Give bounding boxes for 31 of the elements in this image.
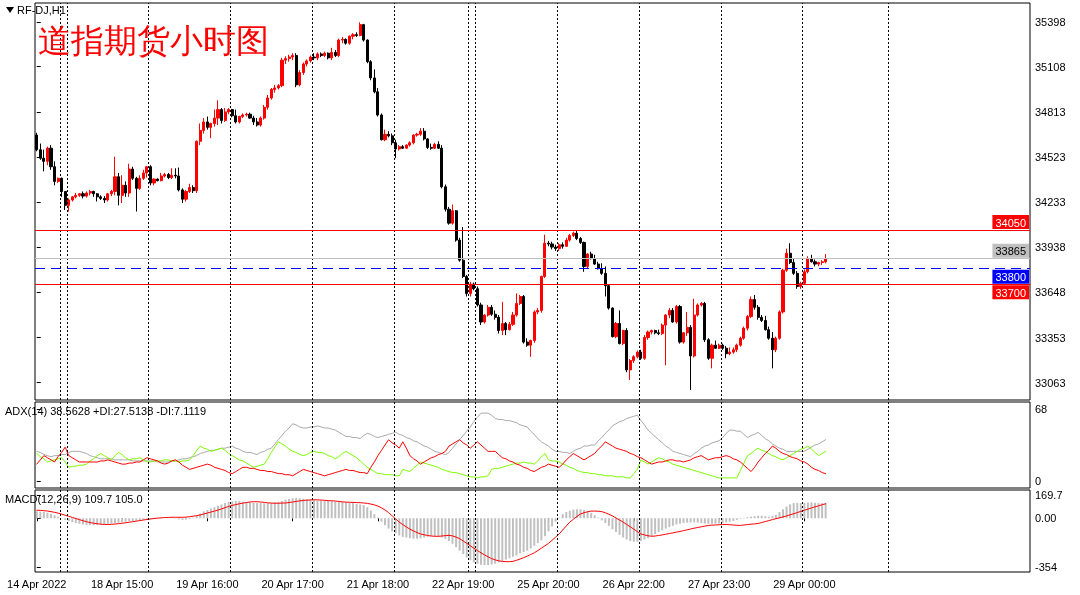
text: 道指期货小时图: [38, 21, 269, 60]
x-tick-label: 27 Apr 23:00: [687, 577, 751, 590]
x-tick-label: 14 Apr 2022: [7, 577, 67, 590]
y-tick-label: 33648: [1035, 286, 1066, 299]
y-tick-label: 33353: [1035, 331, 1066, 344]
x-tick-label: 26 Apr 22:00: [602, 577, 665, 590]
ref-line-label: 33800: [995, 271, 1026, 284]
y-tick-label: 34523: [1035, 151, 1066, 164]
ref-line-label: 33865: [995, 245, 1026, 258]
chart-subtitle: RF-DJ,H1: [17, 3, 66, 16]
y-tick-label: 35398: [1035, 15, 1066, 28]
y-tick-label: 34233: [1035, 195, 1066, 208]
x-tick-label: 25 Apr 20:00: [517, 577, 580, 590]
ref-line-label: 33700: [995, 286, 1026, 299]
y-tick-label: 169.7: [1035, 488, 1063, 501]
chart-title: MACD(12,26,9) 109.7 105.0: [5, 492, 143, 505]
y-tick-label: 0: [1035, 475, 1042, 488]
x-tick-label: 20 Apr 17:00: [261, 577, 324, 590]
x-tick-label: 19 Apr 16:00: [176, 577, 239, 590]
y-tick-label: 33063: [1035, 376, 1066, 389]
x-tick-label: 22 Apr 19:00: [432, 577, 495, 590]
x-tick-label: 18 Apr 15:00: [90, 577, 154, 590]
ref-line-label: 34050: [995, 216, 1026, 229]
y-tick-label: 34813: [1035, 106, 1066, 119]
y-tick-label: 35108: [1035, 60, 1066, 73]
x-tick-label: 21 Apr 18:00: [346, 577, 410, 590]
x-tick-label: 29 Apr 00:00: [773, 577, 836, 590]
y-tick-label: 33938: [1035, 241, 1066, 254]
y-tick-label: -354: [1035, 561, 1058, 574]
y-tick-label: 0.00: [1035, 512, 1057, 525]
y-tick-label: 68: [1035, 402, 1048, 415]
